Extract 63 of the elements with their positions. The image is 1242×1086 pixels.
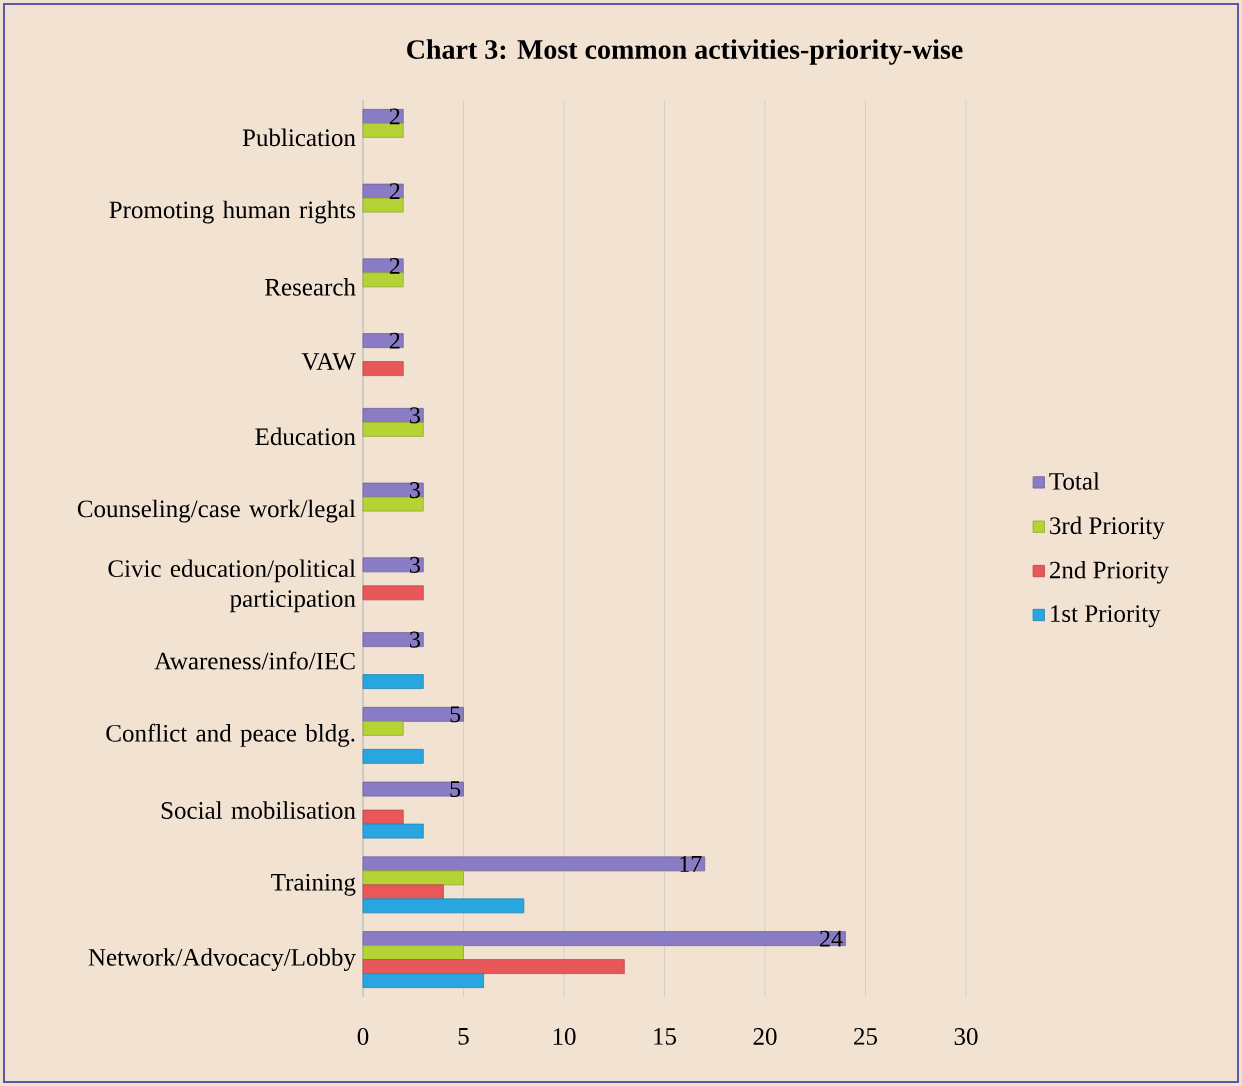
x-tick-label: 15 <box>654 1028 677 1045</box>
bar <box>362 706 464 722</box>
bar <box>362 973 485 989</box>
data-label: 2 <box>389 108 400 125</box>
bar <box>362 931 846 947</box>
x-tick-label: 30 <box>954 1028 978 1045</box>
data-label: 5 <box>450 781 461 798</box>
bar <box>362 898 525 914</box>
legend-label: 1st Priority <box>1051 605 1161 628</box>
y-tick-label: Conflict and peace bldg. <box>106 723 355 747</box>
bar <box>362 856 706 872</box>
x-tick-label: 10 <box>553 1028 576 1045</box>
data-label: 3 <box>410 556 420 573</box>
y-tick-label: Training <box>271 873 356 896</box>
y-tick-label: Education <box>255 427 356 446</box>
data-label: 3 <box>410 482 420 499</box>
bar <box>362 945 464 961</box>
y-tick-label: Research <box>265 278 356 296</box>
bar <box>362 108 404 124</box>
chart-title: Chart 3: Most common activities-priority-wise <box>407 39 963 65</box>
y-tick-label: Promoting human rights <box>109 200 356 224</box>
bar <box>362 809 404 825</box>
bar <box>362 557 424 573</box>
bar <box>362 959 625 975</box>
legend-label: Total <box>1049 472 1100 490</box>
data-label: 3 <box>410 407 420 424</box>
x-tick-label: 5 <box>458 1028 469 1045</box>
bar <box>362 632 424 648</box>
legend-label: 2nd Priority <box>1049 560 1169 584</box>
bar <box>362 674 424 690</box>
y-tick-label: Network/Advocacy/Lobby <box>88 948 356 971</box>
data-label: 2 <box>389 183 400 200</box>
y-tick-label: VAW <box>301 353 356 371</box>
legend-label: 3rd Priority <box>1050 516 1165 540</box>
x-tick-label: 20 <box>753 1028 777 1045</box>
bar <box>362 258 404 274</box>
bar <box>362 333 404 349</box>
data-label: 5 <box>450 706 461 723</box>
bar <box>362 884 444 900</box>
y-tick-label: Counseling/case work/legal <box>77 499 356 523</box>
data-label: 3 <box>410 631 420 648</box>
y-tick-label: Awareness/info/IEC <box>154 651 355 670</box>
bar <box>362 197 404 213</box>
data-label: 17 <box>680 855 702 872</box>
bar <box>362 781 464 797</box>
y-tick-label: Publication <box>242 128 356 147</box>
bar <box>362 720 404 736</box>
bar <box>362 183 404 199</box>
y-tick-label: Civic education/political participation <box>108 559 356 613</box>
bar <box>362 272 404 288</box>
data-label: 2 <box>389 257 400 274</box>
bar <box>362 585 424 601</box>
bar <box>362 748 424 764</box>
y-tick-label: Social mobilisation <box>161 801 356 819</box>
bar <box>362 361 404 377</box>
data-label: 24 <box>820 930 843 947</box>
bar <box>362 482 424 498</box>
bar <box>362 870 464 886</box>
x-tick-label: 0 <box>357 1028 369 1045</box>
bar <box>362 823 424 839</box>
data-label: 2 <box>389 332 400 349</box>
bar <box>362 407 424 423</box>
x-tick-label: 25 <box>854 1028 878 1045</box>
